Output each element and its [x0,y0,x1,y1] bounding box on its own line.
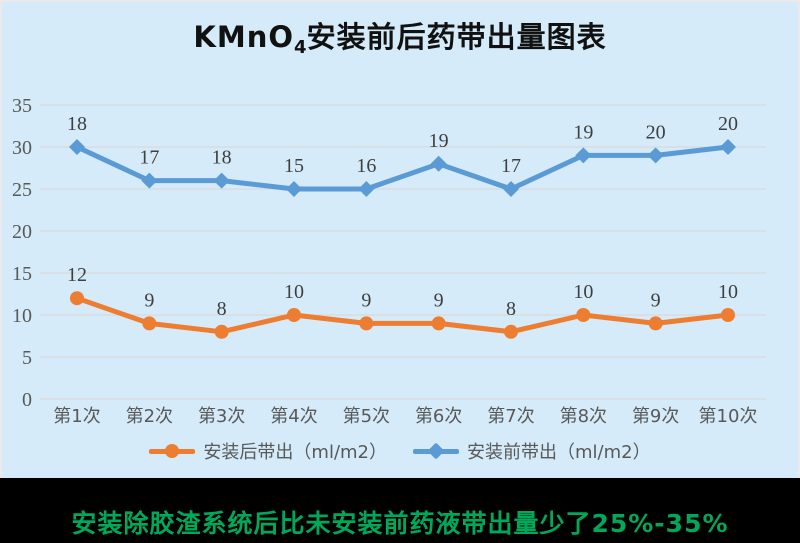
data-point-label: 18 [212,147,232,169]
series-line-0 [74,295,731,335]
y-axis-tick-label: 30 [12,137,32,159]
data-point-marker [141,172,158,189]
legend-item-after-install: 安装后带出（ml/m2） [149,438,387,464]
data-point-label: 9 [434,289,444,311]
x-axis-category-label: 第10次 [699,406,758,427]
data-point-marker [720,139,736,155]
data-point-label: 19 [573,121,593,143]
chart-title-formula-subscript: 4 [294,37,307,58]
series-line-1 [74,144,731,192]
footer-note: 安装除胶渣系统后比未安装前药液带出量少了25%-35% [71,509,729,538]
data-point-label: 9 [651,289,661,311]
x-axis-category-label: 第4次 [270,406,317,427]
x-axis-category-label: 第2次 [126,406,173,427]
data-point-label: 10 [573,281,593,303]
data-point-marker [504,324,518,339]
data-point-marker [286,181,302,197]
x-axis-category-label: 第5次 [343,406,390,427]
blue-series-marker-icon [413,442,459,460]
data-point-marker [287,308,301,322]
data-point-label: 9 [361,289,371,311]
data-point-label: 18 [67,113,87,135]
data-point-label: 8 [217,298,227,320]
data-point-marker [431,316,446,331]
data-point-marker [503,181,519,197]
data-point-label: 10 [718,281,738,303]
legend-label-after-install: 安装后带出（ml/m2） [203,442,387,463]
y-axis-tick-label: 35 [12,95,32,117]
data-point-label: 12 [67,264,87,286]
legend-item-before-install: 安装前带出（ml/m2） [413,438,651,464]
y-axis-tick-label: 0 [22,389,32,411]
x-axis-category-label: 第6次 [415,406,462,427]
data-point-marker [214,324,229,339]
chart-title: KMnO4安装前后药带出量图表 [0,14,800,58]
data-point-marker [648,316,663,331]
data-point-marker [647,147,664,164]
orange-series-marker-icon [149,444,196,458]
data-point-marker [142,316,157,331]
y-axis-tick-label: 20 [12,221,32,243]
data-point-marker [721,308,735,322]
data-point-marker [358,181,375,197]
data-point-label: 20 [646,121,666,143]
chart-title-text: 安装前后药带出量图表 [306,20,607,54]
y-axis-tick-label: 15 [12,263,32,285]
data-point-marker [69,139,85,155]
y-axis-tick-label: 25 [12,179,32,201]
x-axis-category-label: 第7次 [487,406,534,427]
legend-label-before-install: 安装前带出（ml/m2） [467,442,651,463]
data-point-label: 19 [429,130,449,152]
chart-legend: 安装后带出（ml/m2） 安装前带出（ml/m2） [0,438,800,464]
data-point-label: 17 [501,155,521,177]
data-point-marker [213,172,230,189]
data-point-label: 9 [144,289,154,311]
y-axis-tick-label: 5 [22,347,32,369]
data-point-label: 16 [356,155,376,177]
data-point-marker [575,147,592,164]
x-axis-category-label: 第8次 [560,406,607,427]
data-point-marker [359,316,374,331]
data-point-marker [70,291,84,306]
data-point-marker [576,308,591,322]
data-point-label: 15 [284,155,304,177]
footer-band: 安装除胶渣系统后比未安装前药液带出量少了25%-35% [0,478,800,543]
data-point-label: 20 [718,113,738,135]
chart-title-formula: KMnO [193,20,295,54]
x-axis-category-label: 第9次 [632,406,679,427]
y-axis-tick-label: 10 [12,305,32,327]
data-point-marker [430,155,447,172]
data-point-label: 17 [139,147,159,169]
x-axis-category-label: 第1次 [53,406,100,427]
data-point-label: 10 [284,281,304,303]
x-axis-category-label: 第3次 [198,406,245,427]
data-point-label: 8 [506,298,516,320]
